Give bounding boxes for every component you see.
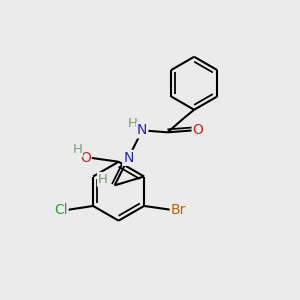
Text: H: H [128, 117, 137, 130]
Text: H: H [98, 173, 108, 186]
Text: H: H [72, 143, 82, 157]
Text: Br: Br [171, 203, 186, 217]
Text: N: N [123, 151, 134, 165]
Text: Cl: Cl [54, 203, 68, 217]
Text: N: N [137, 123, 147, 137]
Text: O: O [80, 151, 91, 165]
Text: O: O [193, 123, 203, 137]
